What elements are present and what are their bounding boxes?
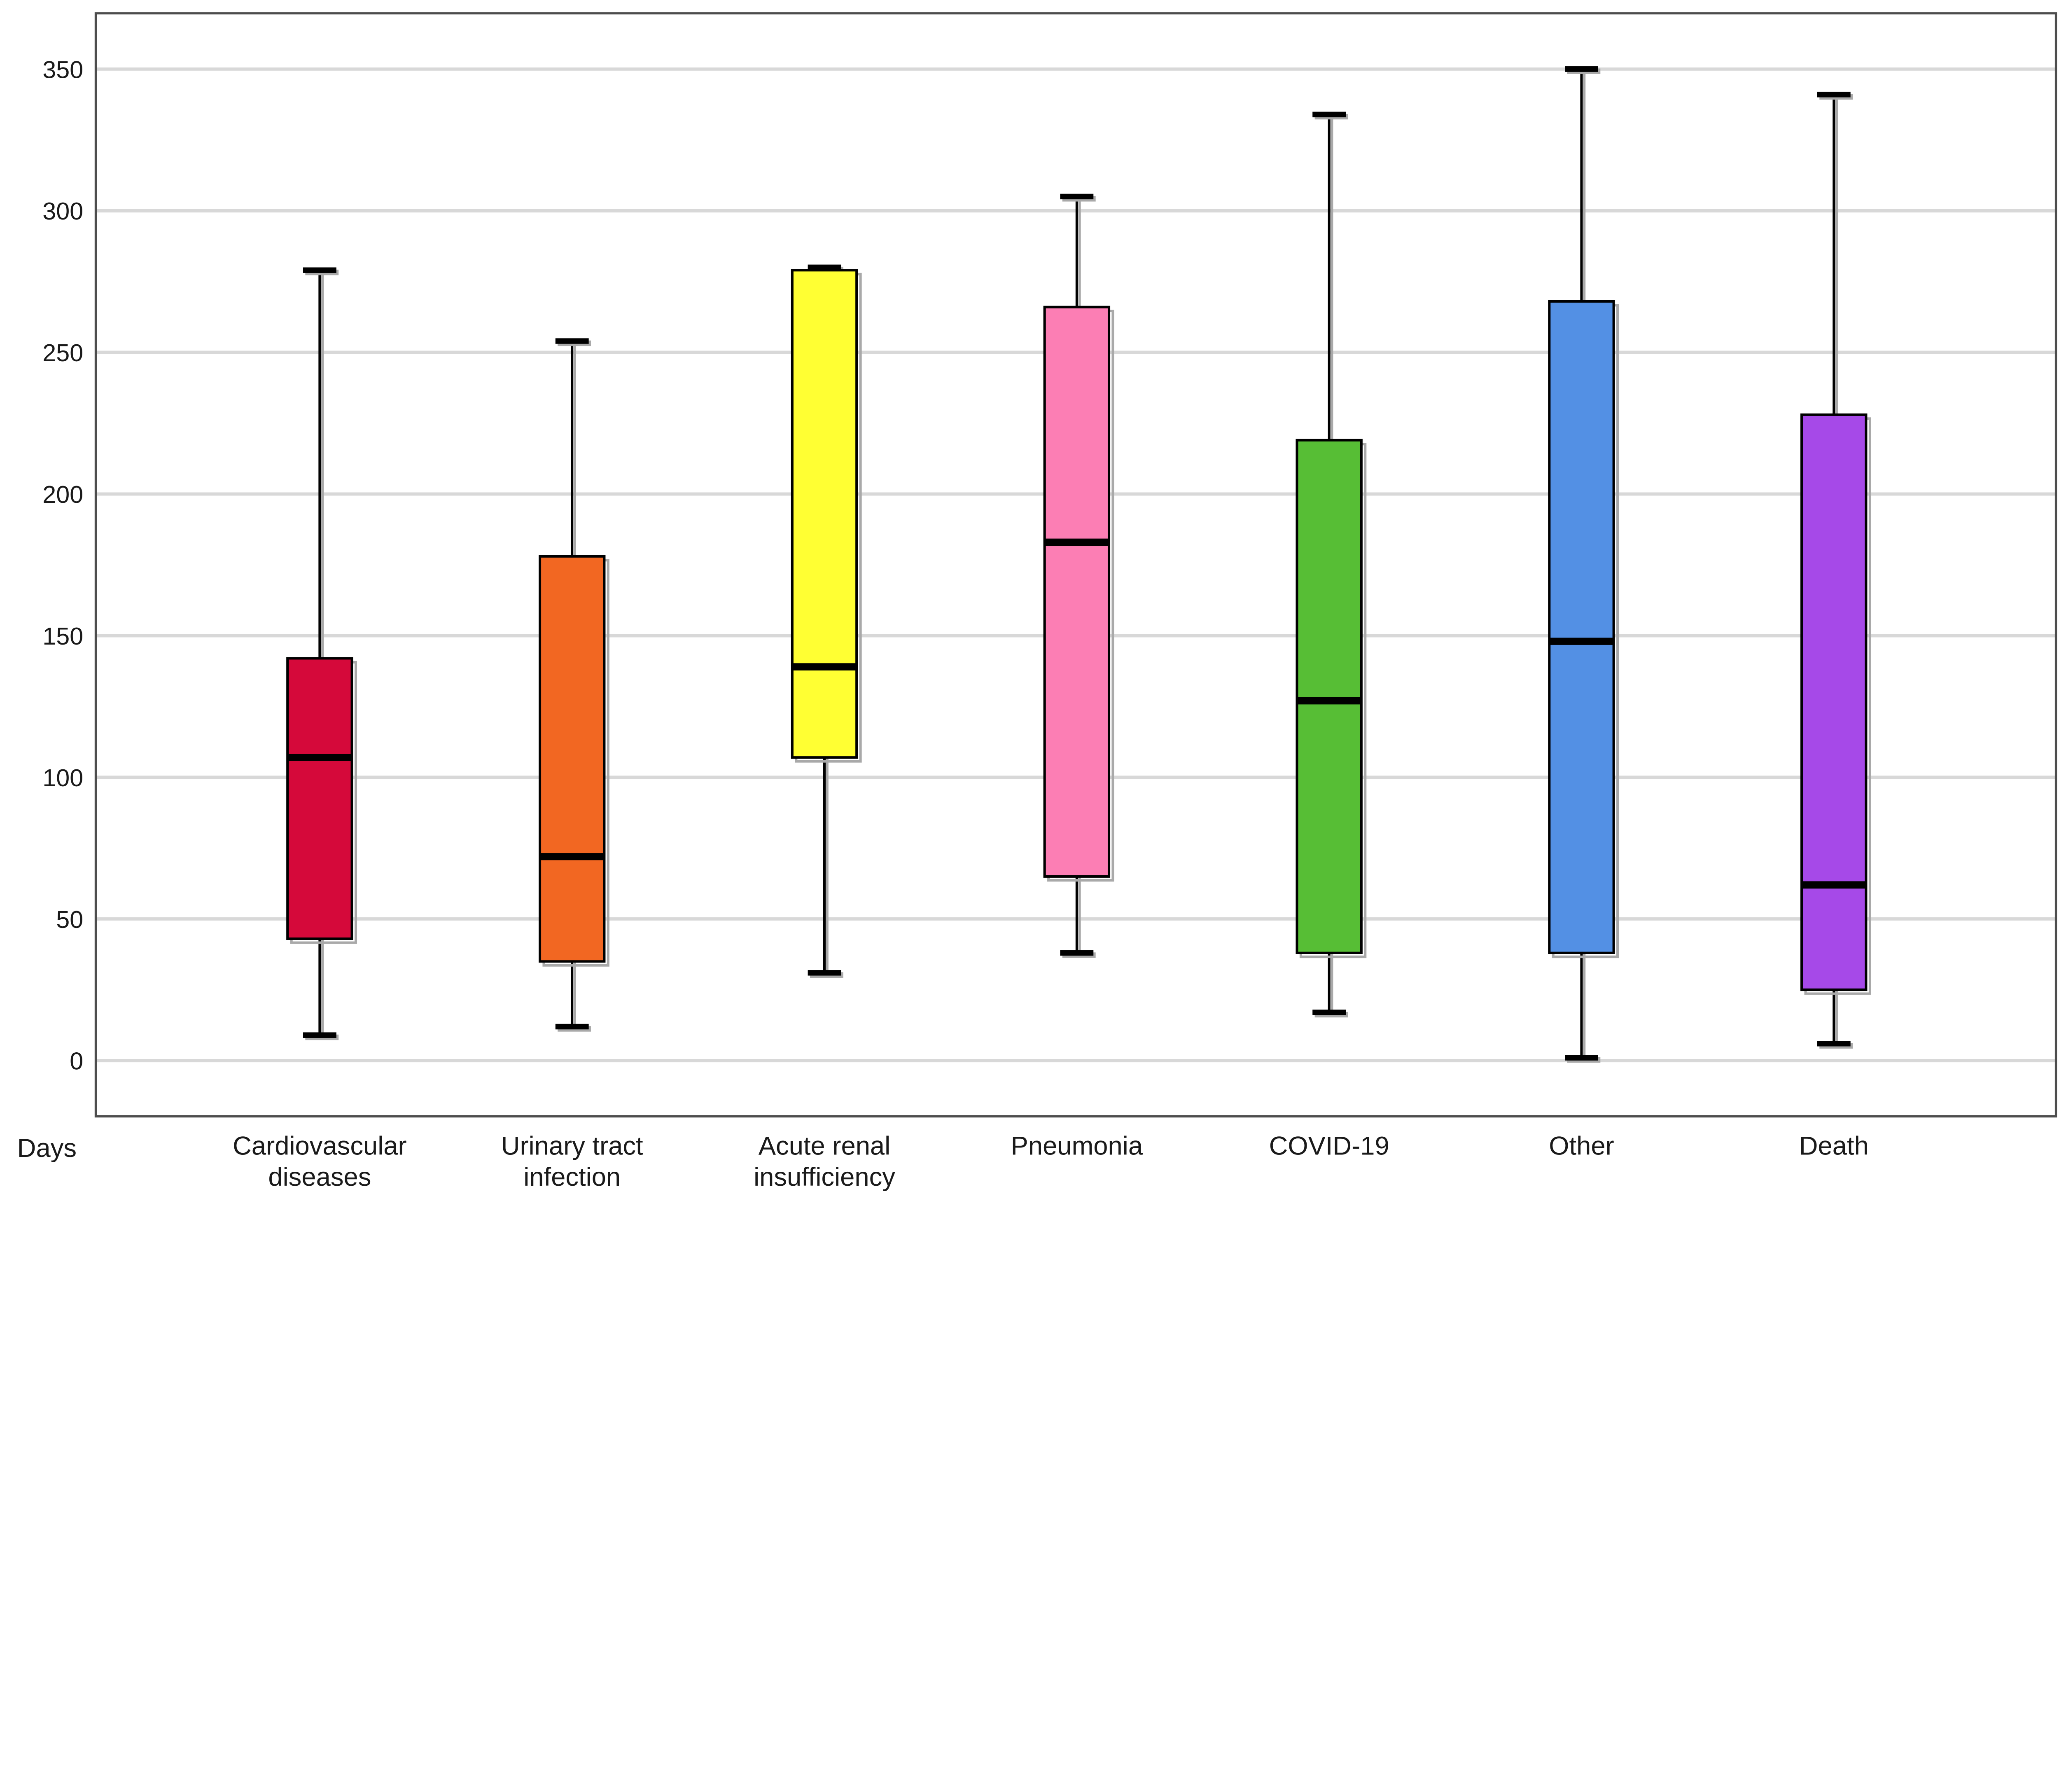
category-label-urinary-tract-infection-line1: Urinary tract — [501, 1132, 643, 1161]
y-tick-label-100: 100 — [42, 764, 83, 792]
box-iqr — [538, 555, 606, 963]
boxplot-figure: 0 50 100 150 200 250 300 350 Days Cardiovascular d… — [0, 0, 2059, 1208]
box-iqr — [286, 657, 353, 940]
whisker-cap-min — [555, 1023, 589, 1030]
box-pneumonia: Pneumonia — [1011, 194, 1143, 1161]
box-iqr — [1800, 413, 1868, 991]
whisker-cap-min — [1060, 950, 1094, 956]
category-label-acute-renal-insufficiency-line1: Acute renal — [759, 1132, 890, 1161]
chart-background — [0, 0, 2059, 1208]
box-covid-19: COVID-19 — [1269, 112, 1389, 1161]
whisker-cap-min — [1312, 1009, 1346, 1015]
whisker-cap-max — [1060, 194, 1094, 200]
box-death: Death — [1799, 91, 1871, 1161]
whisker-cap-max — [1312, 112, 1346, 117]
box-iqr — [1548, 300, 1615, 954]
category-label-other-line1: Other — [1549, 1132, 1614, 1161]
category-label-pneumonia-line1: Pneumonia — [1011, 1132, 1143, 1161]
whisker-cap-min — [808, 970, 841, 976]
plot-frame — [94, 12, 2057, 1118]
category-label-covid-19-line1: COVID-19 — [1269, 1132, 1389, 1161]
y-tick-label-200: 200 — [42, 481, 83, 508]
whisker-cap-min — [303, 1032, 336, 1038]
y-tick-label-50: 50 — [56, 906, 83, 933]
box-other: Other — [1548, 66, 1619, 1161]
category-label-death-line1: Death — [1799, 1132, 1869, 1161]
boxplot-chart: 0 50 100 150 200 250 300 350 Days Cardiovasculard… — [0, 0, 2059, 1208]
category-label-cardiovascular-diseases-line1: Cardiovascular — [233, 1132, 406, 1161]
whisker-cap-max — [303, 267, 336, 273]
whisker-cap-min — [1817, 1041, 1851, 1047]
y-tick-label-0: 0 — [70, 1047, 83, 1075]
whisker-cap-max — [555, 338, 589, 344]
category-label-urinary-tract-infection-line2: infection — [523, 1163, 621, 1192]
y-tick-label-250: 250 — [42, 339, 83, 367]
box-iqr — [1296, 439, 1363, 954]
whisker-cap-max — [1565, 66, 1598, 72]
whisker-cap-max — [1817, 91, 1851, 98]
y-tick-label-150: 150 — [42, 622, 83, 650]
category-label-cardiovascular-diseases-line2: diseases — [268, 1163, 371, 1192]
y-tick-label-350: 350 — [42, 56, 83, 83]
box-iqr — [791, 269, 858, 759]
y-tick-label-300: 300 — [42, 197, 83, 225]
x-axis-unit-label: Days — [17, 1134, 77, 1163]
whisker-cap-min — [1565, 1055, 1598, 1061]
box-iqr — [1043, 306, 1111, 878]
category-label-acute-renal-insufficiency-line2: insufficiency — [754, 1163, 895, 1192]
y-axis-tick-labels: 0 50 100 150 200 250 300 350 — [42, 56, 83, 1075]
whisker-cap-max — [808, 264, 841, 270]
